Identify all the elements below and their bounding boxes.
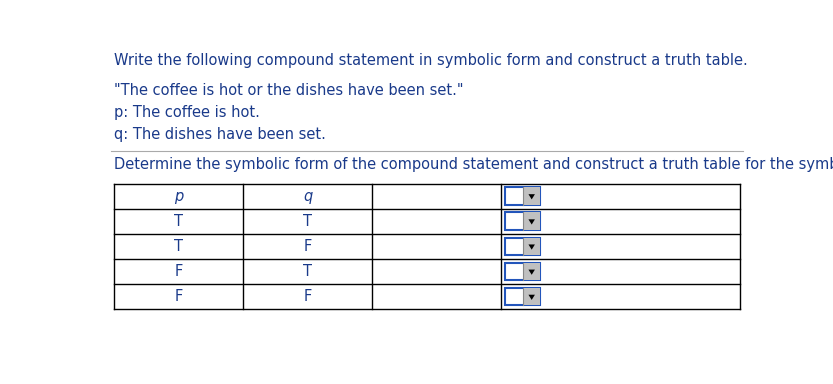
Text: F: F — [303, 239, 312, 254]
FancyBboxPatch shape — [523, 288, 541, 305]
FancyBboxPatch shape — [505, 187, 541, 205]
Text: F: F — [174, 289, 182, 304]
Text: q: q — [303, 189, 312, 204]
Polygon shape — [528, 219, 535, 225]
FancyBboxPatch shape — [523, 212, 541, 230]
Polygon shape — [528, 270, 535, 275]
Text: F: F — [303, 289, 312, 304]
Text: T: T — [174, 214, 183, 229]
Text: p: The coffee is hot.: p: The coffee is hot. — [114, 105, 260, 120]
Polygon shape — [528, 295, 535, 300]
Text: p: p — [174, 189, 183, 204]
Text: Determine the symbolic form of the compound statement and construct a truth tabl: Determine the symbolic form of the compo… — [114, 157, 833, 172]
FancyBboxPatch shape — [523, 187, 541, 205]
FancyBboxPatch shape — [523, 263, 541, 280]
Text: q: The dishes have been set.: q: The dishes have been set. — [114, 127, 326, 142]
Polygon shape — [528, 245, 535, 250]
Text: T: T — [303, 214, 312, 229]
FancyBboxPatch shape — [523, 238, 541, 255]
FancyBboxPatch shape — [505, 263, 541, 280]
Polygon shape — [528, 194, 535, 199]
Text: "The coffee is hot or the dishes have been set.": "The coffee is hot or the dishes have be… — [114, 83, 463, 98]
FancyBboxPatch shape — [505, 238, 541, 255]
FancyBboxPatch shape — [505, 288, 541, 305]
Text: F: F — [174, 264, 182, 279]
Text: Write the following compound statement in symbolic form and construct a truth ta: Write the following compound statement i… — [114, 53, 747, 68]
Text: T: T — [303, 264, 312, 279]
Text: T: T — [174, 239, 183, 254]
FancyBboxPatch shape — [505, 212, 541, 230]
